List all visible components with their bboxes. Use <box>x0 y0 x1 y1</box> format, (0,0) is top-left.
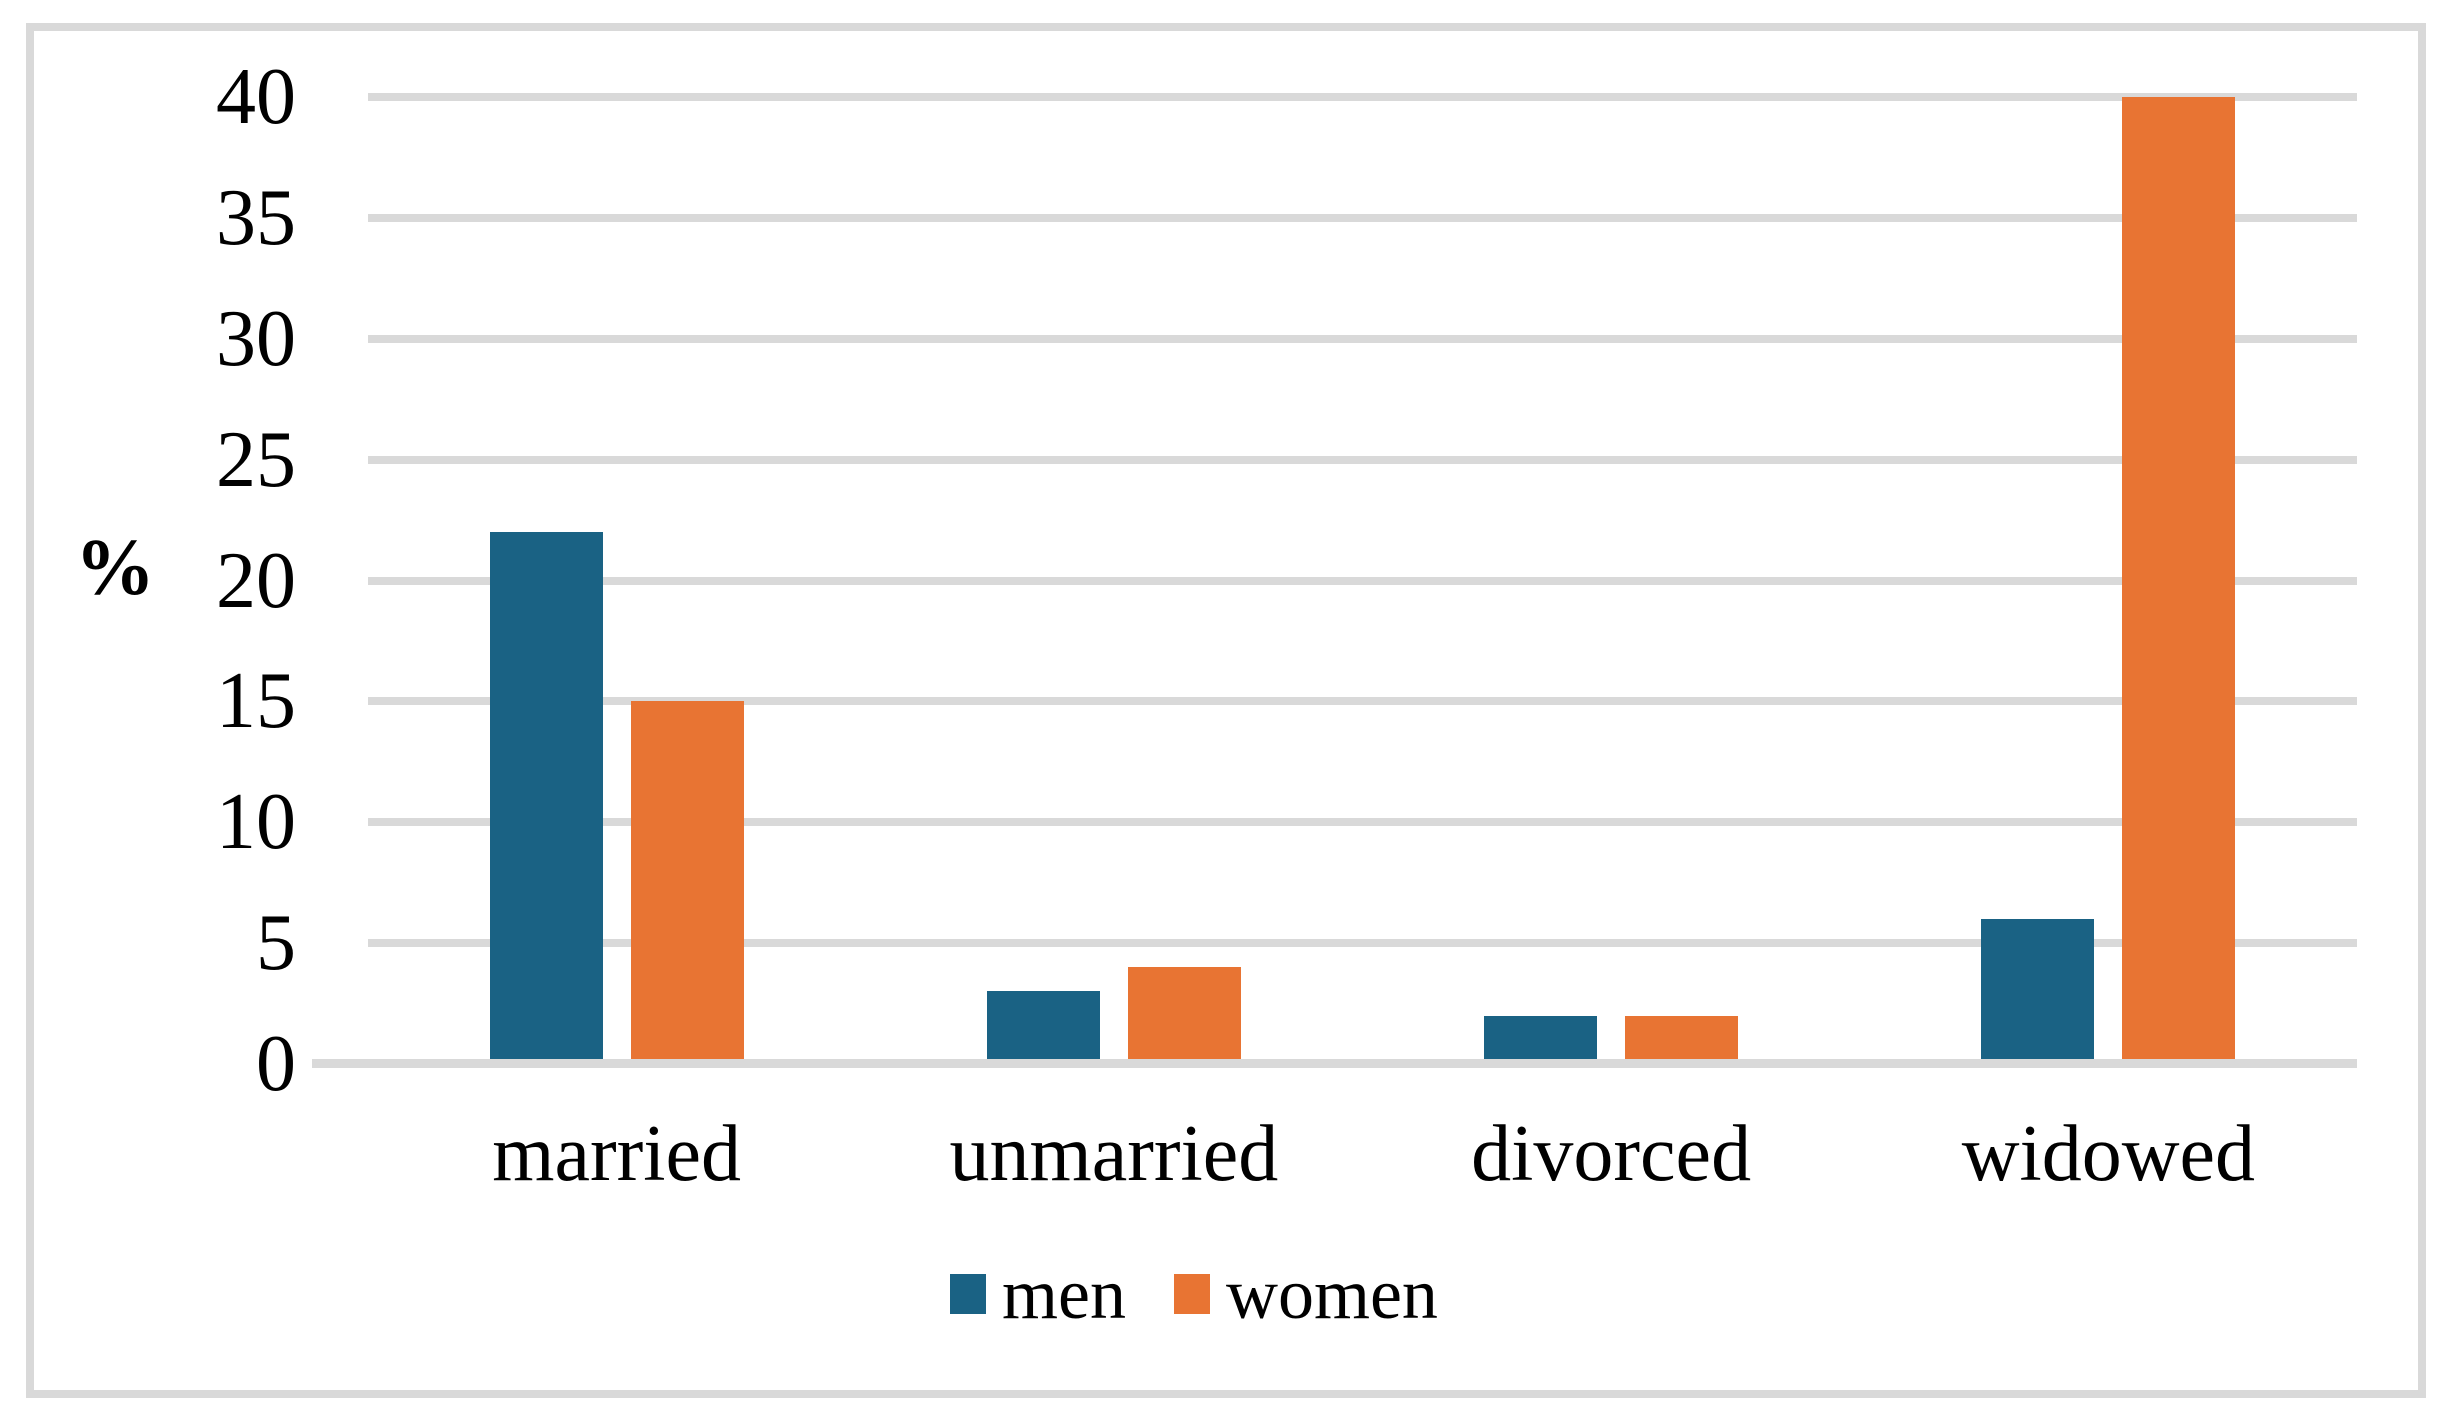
y-tick-label: 40 <box>216 53 296 141</box>
x-category-label-married: married <box>492 1110 741 1198</box>
x-axis-category-labels: married unmarried divorced widowed <box>368 1112 2357 1196</box>
bar-women-widowed <box>2122 97 2236 1064</box>
gridline <box>368 213 2357 222</box>
bar-men-divorced <box>1484 1015 1598 1064</box>
legend-item-men: men <box>950 1254 1126 1334</box>
legend-label: men <box>1002 1254 1126 1334</box>
gridline <box>368 818 2357 827</box>
chart-frame <box>26 23 2426 1398</box>
x-category-label-widowed: widowed <box>1961 1110 2256 1198</box>
y-tick-label: 0 <box>256 1020 296 1108</box>
y-tick-label: 15 <box>216 657 296 746</box>
gridline <box>368 697 2357 706</box>
bar-men-widowed <box>1981 918 2095 1064</box>
x-category-label-unmarried: unmarried <box>949 1110 1279 1198</box>
x-category-label-divorced: divorced <box>1471 1110 1752 1198</box>
y-tick-label: 20 <box>216 536 296 625</box>
bar-men-married <box>489 532 603 1064</box>
y-tick-label: 35 <box>216 173 296 262</box>
legend-marker-icon <box>950 1274 986 1314</box>
y-axis-title: % <box>75 524 155 612</box>
y-tick-label: 25 <box>216 415 296 504</box>
legend-label: women <box>1225 1254 1438 1334</box>
x-axis-line <box>312 1059 2357 1068</box>
bar-women-unmarried <box>1127 967 1241 1064</box>
gridline <box>368 455 2357 464</box>
gridline <box>368 334 2357 343</box>
legend-marker-icon <box>1173 1274 1210 1314</box>
y-tick-label: 10 <box>216 778 296 867</box>
y-axis-tick-labels: 40 35 30 25 20 15 10 5 0 <box>0 0 296 1421</box>
legend: men women <box>950 1254 1438 1334</box>
bar-men-unmarried <box>986 991 1100 1064</box>
bar-women-married <box>630 701 744 1064</box>
gridline <box>368 939 2357 948</box>
y-tick-label: 5 <box>256 899 296 988</box>
bar-women-divorced <box>1625 1015 1739 1064</box>
legend-item-women: women <box>1173 1254 1438 1334</box>
y-tick-label: 30 <box>216 294 296 383</box>
gridline <box>368 576 2357 585</box>
gridline <box>368 93 2357 101</box>
plot-area <box>312 93 2357 1068</box>
